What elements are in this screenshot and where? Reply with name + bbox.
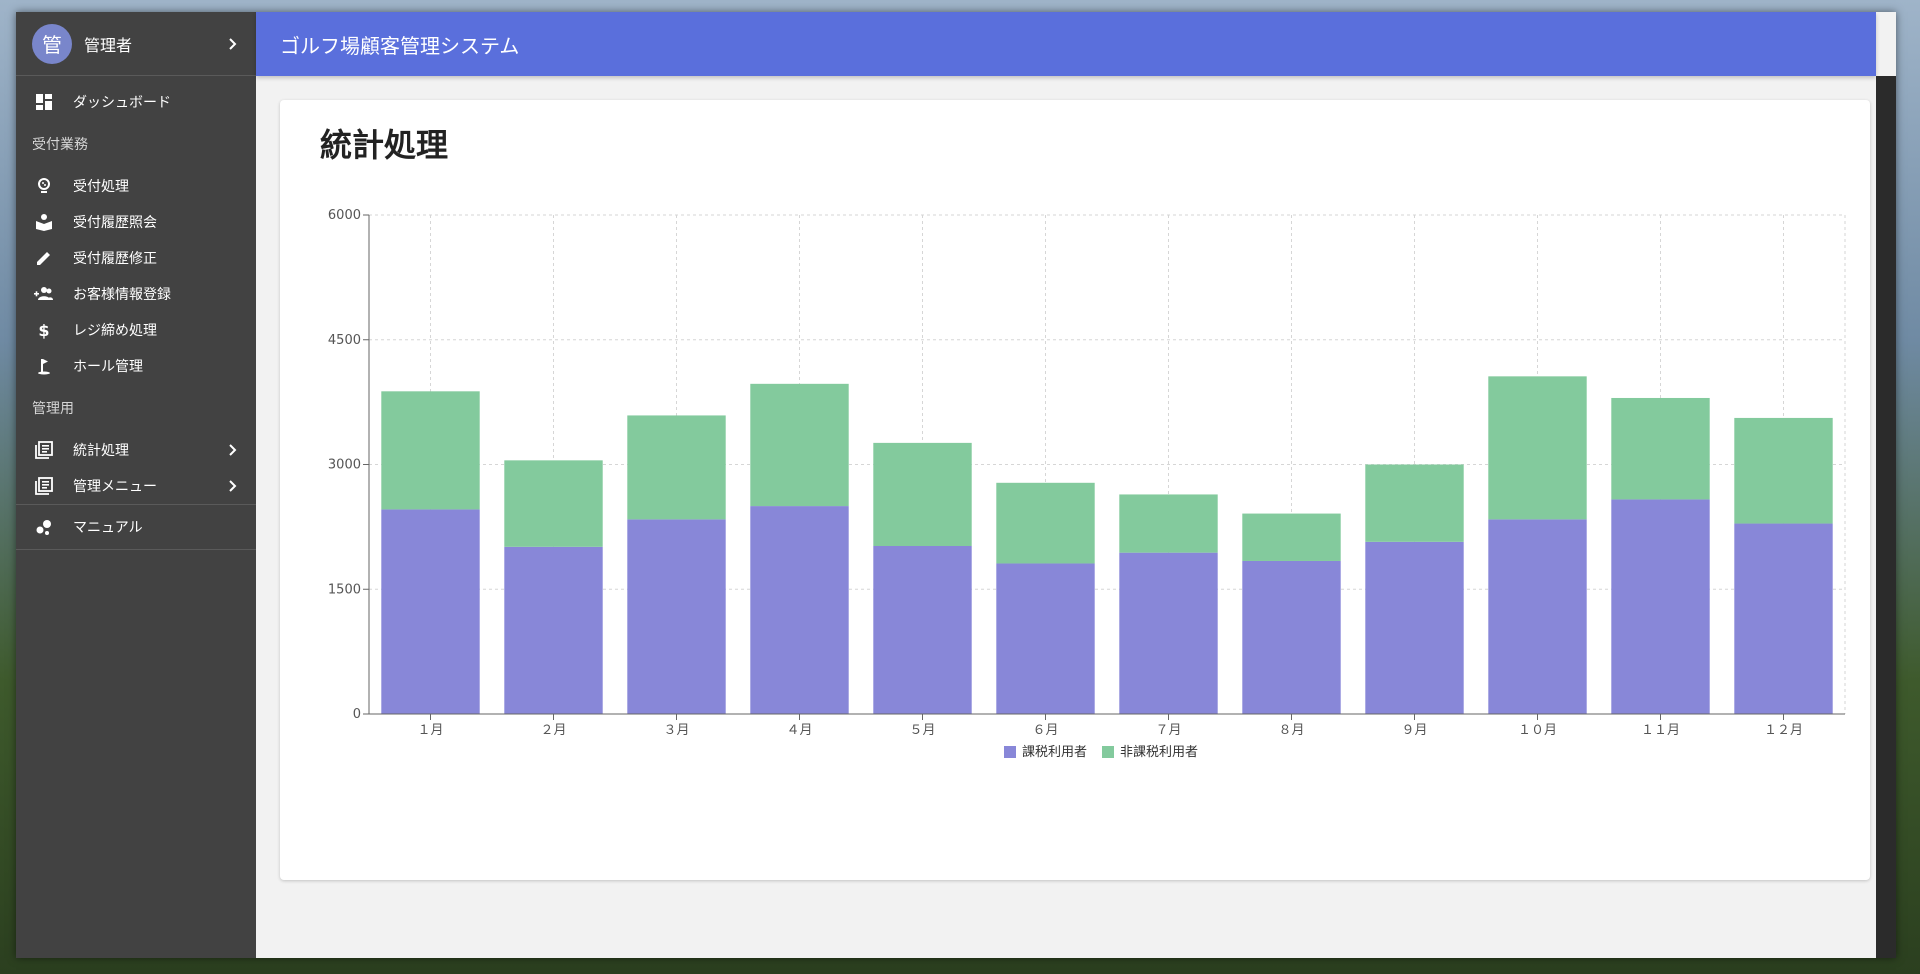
- avatar: 管: [32, 23, 72, 64]
- app-bar: ゴルフ場顧客管理システム: [256, 12, 1876, 76]
- app-window: 管 管理者 ダッシュボード 受付業務 受: [16, 12, 1896, 958]
- bubble-chart-icon: [32, 515, 56, 539]
- bar-taxed: [996, 563, 1095, 714]
- bar-taxed: [1488, 519, 1587, 714]
- legend-label: 課税利用者: [1022, 744, 1087, 760]
- bar-taxed: [381, 509, 480, 714]
- legend-swatch: [1004, 746, 1016, 758]
- app-title: ゴルフ場顧客管理システム: [280, 33, 520, 58]
- bar-nontaxed: [750, 383, 849, 507]
- statistics-card: 統計処理 0 1500 3000 4500 6000 １月 ２月 ３月 ４月 ５月 ６月 ７月 ８月 ９月…: [280, 100, 1870, 880]
- dollar-icon: $: [32, 318, 56, 342]
- sidebar-nav: ダッシュボード 受付業務 受付処理 受付履歴照会 受付履歴修正: [16, 76, 256, 550]
- bar-taxed: [750, 506, 849, 714]
- sidebar-item-reception-edit[interactable]: 受付履歴修正: [16, 240, 256, 276]
- sidebar-item-customer-register[interactable]: お客様情報登録: [16, 276, 256, 312]
- sidebar-item-reception-history[interactable]: 受付履歴照会: [16, 204, 256, 240]
- section-header-admin: 管理用: [32, 401, 74, 417]
- chevron-right-icon: [224, 442, 240, 458]
- golf-ball-icon: [32, 174, 56, 198]
- sidebar-item-dashboard[interactable]: ダッシュボード: [16, 84, 256, 120]
- book-icon: [32, 210, 56, 234]
- library-books-icon: [32, 438, 56, 462]
- sidebar: 管 管理者 ダッシュボード 受付業務 受: [16, 12, 256, 958]
- x-tick-label: ７月: [1155, 723, 1181, 738]
- bar-nontaxed: [1119, 494, 1218, 553]
- sidebar-item-label: ホール管理: [73, 359, 143, 375]
- bar-taxed: [627, 519, 726, 714]
- bar-nontaxed: [381, 391, 480, 510]
- sidebar-item-manual[interactable]: マニュアル: [16, 505, 256, 549]
- bar-nontaxed: [1488, 376, 1587, 520]
- sidebar-item-label: 受付履歴修正: [73, 251, 157, 267]
- pencil-icon: [32, 246, 56, 270]
- bar-nontaxed: [1242, 513, 1341, 561]
- bar-taxed: [1119, 552, 1218, 714]
- user-menu[interactable]: 管 管理者: [16, 12, 256, 76]
- user-name: 管理者: [84, 35, 133, 55]
- bar-nontaxed: [504, 460, 603, 547]
- sidebar-item-label: 管理メニュー: [73, 479, 157, 495]
- bar-taxed: [1242, 560, 1341, 714]
- bar-taxed: [1734, 523, 1833, 714]
- sidebar-divider: [16, 549, 256, 550]
- page-title: 統計処理: [320, 126, 449, 164]
- bar-taxed: [504, 546, 603, 714]
- dashboard-icon: [32, 90, 56, 114]
- bar-nontaxed: [1611, 397, 1710, 500]
- bar-nontaxed: [873, 442, 972, 547]
- sidebar-item-hole-management[interactable]: ホール管理: [16, 348, 256, 384]
- bar-nontaxed: [996, 482, 1095, 564]
- golf-flag-icon: [32, 354, 56, 378]
- y-tick-label: 1500: [328, 582, 361, 597]
- svg-text:$: $: [38, 321, 49, 339]
- bar-nontaxed: [627, 415, 726, 520]
- y-tick-label: 3000: [328, 458, 361, 473]
- x-tick-label: １０月: [1518, 723, 1557, 738]
- bar-taxed: [1611, 499, 1710, 714]
- x-tick-label: ６月: [1032, 723, 1058, 738]
- sidebar-item-admin-menu[interactable]: 管理メニュー: [16, 468, 256, 504]
- sidebar-item-statistics[interactable]: 統計処理: [16, 432, 256, 468]
- y-tick-label: 4500: [328, 333, 361, 348]
- sidebar-item-label: 受付履歴照会: [73, 215, 157, 231]
- x-tick-label: １１月: [1641, 723, 1680, 738]
- sidebar-item-label: レジ締め処理: [73, 323, 157, 339]
- chevron-right-icon: [224, 36, 240, 52]
- x-tick-label: ９月: [1401, 723, 1427, 738]
- x-tick-label: ２月: [540, 723, 566, 738]
- bar-nontaxed: [1365, 464, 1464, 542]
- y-tick-label: 6000: [328, 208, 361, 223]
- y-tick-label: 0: [353, 707, 361, 722]
- x-tick-label: １月: [417, 723, 443, 738]
- x-tick-label: ８月: [1278, 723, 1304, 738]
- sidebar-item-label: 統計処理: [73, 443, 129, 459]
- sidebar-item-register-close[interactable]: $ レジ締め処理: [16, 312, 256, 348]
- bar-taxed: [1365, 541, 1464, 714]
- x-tick-label: ４月: [786, 723, 812, 738]
- sidebar-item-label: マニュアル: [73, 520, 143, 536]
- sidebar-item-reception[interactable]: 受付処理: [16, 168, 256, 204]
- sidebar-item-label: お客様情報登録: [73, 287, 171, 303]
- window-edge: [1876, 76, 1896, 958]
- x-tick-label: １２月: [1764, 723, 1803, 738]
- section-header-reception: 受付業務: [32, 137, 88, 153]
- stacked-bar-chart: 0 1500 3000 4500 6000 １月 ２月 ３月 ４月 ５月 ６月 ７月 ８月 ９月 １０月 １１…: [328, 208, 1846, 760]
- legend-label: 非課税利用者: [1120, 744, 1198, 760]
- sidebar-item-label: 受付処理: [73, 179, 129, 195]
- library-books-icon: [32, 474, 56, 498]
- legend-swatch: [1102, 746, 1114, 758]
- bar-taxed: [873, 546, 972, 714]
- sidebar-item-label: ダッシュボード: [73, 95, 171, 111]
- x-tick-label: ５月: [909, 723, 935, 738]
- bar-nontaxed: [1734, 417, 1833, 524]
- x-tick-label: ３月: [663, 723, 689, 738]
- chevron-right-icon: [224, 478, 240, 494]
- add-people-icon: [32, 282, 56, 306]
- sidebar-divider: [16, 504, 256, 505]
